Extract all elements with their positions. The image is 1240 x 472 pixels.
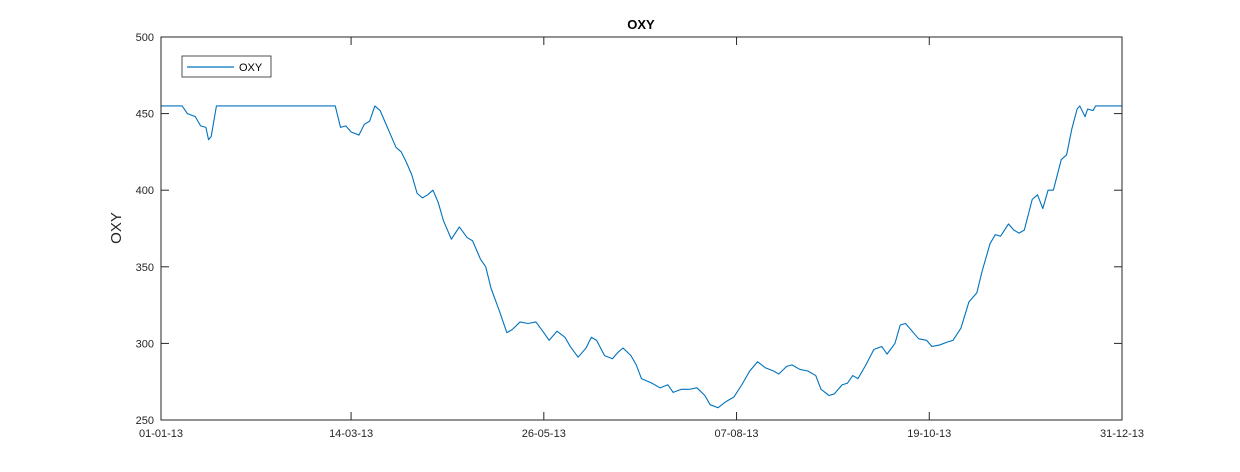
y-tick-label: 500 <box>136 32 154 44</box>
line-layer <box>161 105 1122 409</box>
y-tick-label: 350 <box>136 262 154 274</box>
x-tick-label: 31-12-13 <box>1100 428 1144 440</box>
x-tick-label: 26-05-13 <box>522 428 566 440</box>
y-tick-label: 450 <box>136 109 154 121</box>
y-tick-label: 300 <box>136 338 154 350</box>
x-tick-label: 01-01-13 <box>139 428 183 440</box>
series-line-oxy <box>161 105 1122 409</box>
x-tick-label: 14-03-13 <box>329 428 373 440</box>
x-tick-label: 19-10-13 <box>907 428 951 440</box>
x-tick-label: 07-08-13 <box>715 428 759 440</box>
y-tick-label: 400 <box>136 185 154 197</box>
axes-box <box>160 36 1123 421</box>
plot-area <box>161 37 1122 420</box>
y-axis-label: OXY <box>108 212 125 244</box>
chart-title: OXY <box>627 17 655 32</box>
legend-label: OXY <box>239 62 263 74</box>
tick-layer: 01-01-13 14-03-13 26-05-13 07-08-13 19-10-13… <box>136 32 1144 440</box>
legend: OXY <box>181 55 272 78</box>
y-tick-label: 250 <box>136 415 154 427</box>
